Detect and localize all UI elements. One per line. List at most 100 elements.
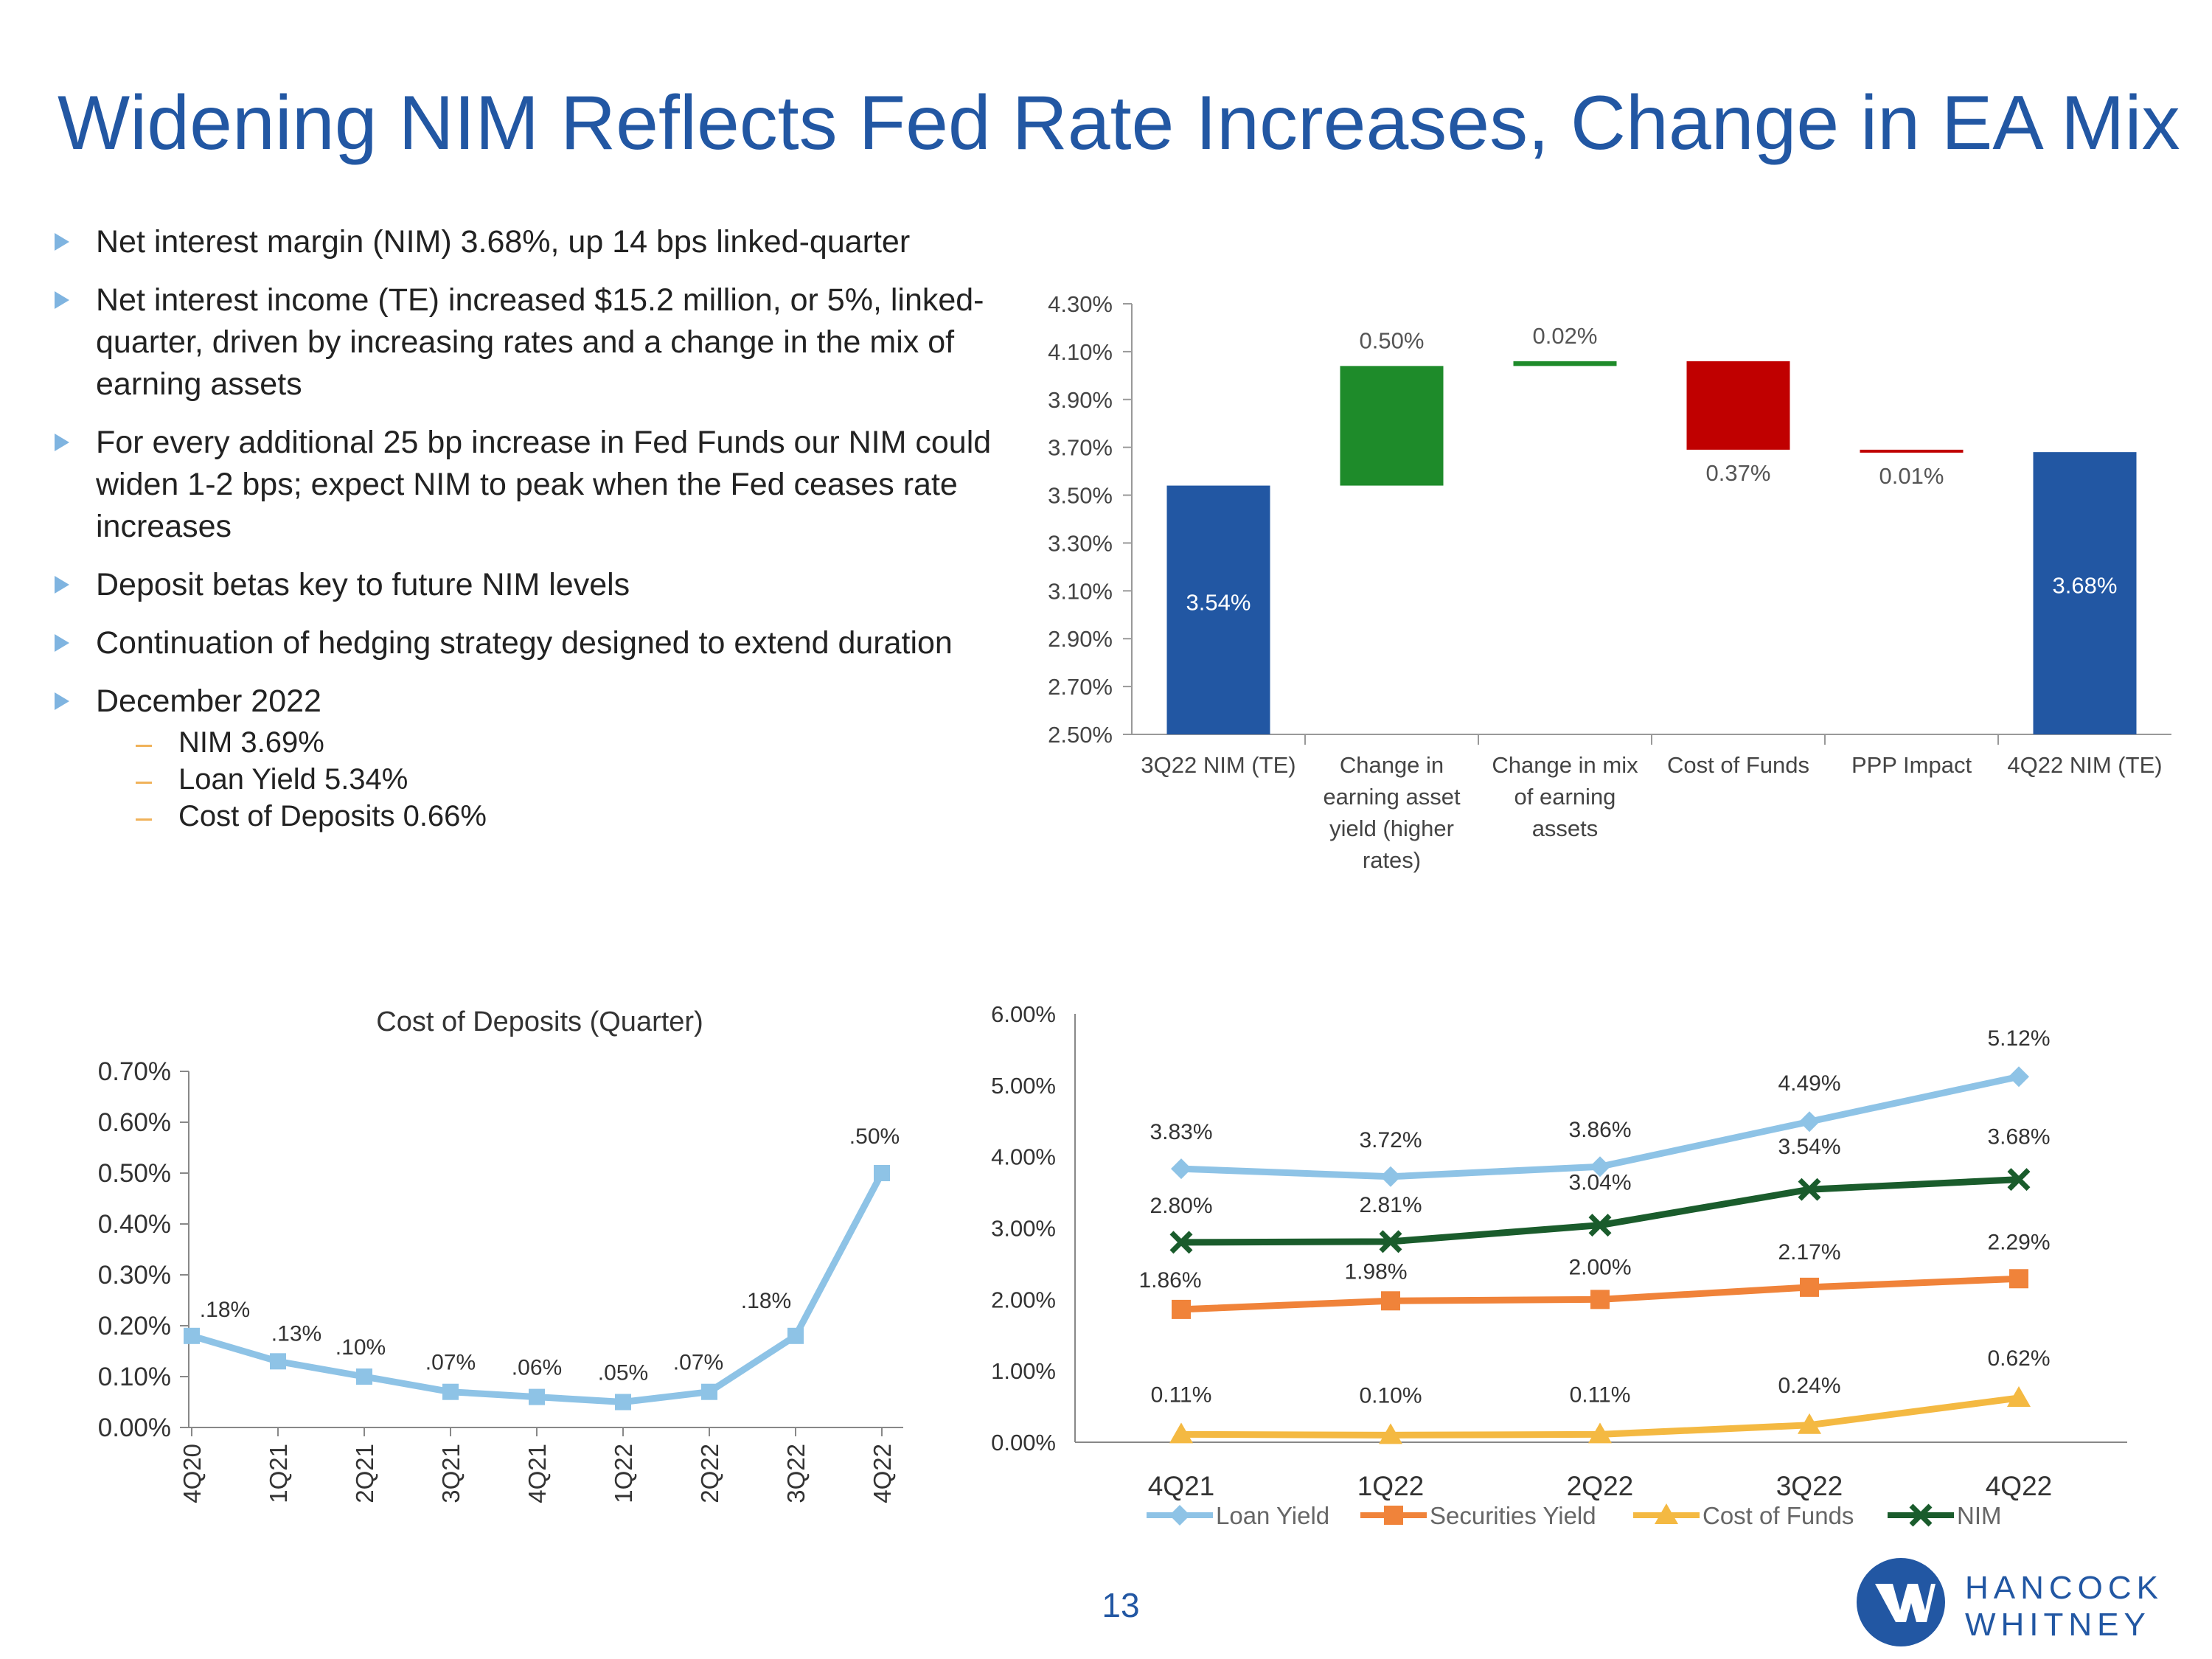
x-category-label: 2Q22 (696, 1444, 723, 1503)
series-data-label: 2.29% (1987, 1230, 2050, 1254)
series-data-label: 1.86% (1138, 1268, 1201, 1293)
legend-label: Loan Yield (1216, 1502, 1329, 1529)
y-tick-label: 2.50% (1048, 722, 1113, 748)
series-data-label: 0.24% (1778, 1374, 1840, 1398)
series-data-label: 0.62% (1987, 1346, 2050, 1371)
series-data-label: 0.11% (1151, 1382, 1212, 1407)
x-category-label: Cost of Funds (1667, 752, 1809, 778)
deposit-data-label: .50% (849, 1124, 900, 1149)
x-category-label: Change in (1340, 752, 1444, 778)
y-tick-label: 3.30% (1048, 530, 1113, 556)
dash-icon (136, 818, 152, 821)
bullet-text: Net interest income (TE) increased $15.2… (96, 282, 984, 402)
series-data-label: 2.17% (1778, 1240, 1840, 1265)
sub-bullet-text: Loan Yield 5.34% (178, 763, 408, 796)
x-category-label: 4Q21 (1148, 1471, 1215, 1501)
deposit-data-label: .18% (200, 1298, 250, 1322)
x-category-label: 4Q22 NIM (TE) (2007, 752, 2162, 778)
x-category-label: PPP Impact (1851, 752, 1972, 778)
series-marker (1169, 1422, 1193, 1444)
y-tick-label: 0.00% (991, 1430, 1056, 1455)
series-marker (2007, 1385, 2031, 1407)
page-number: 13 (1102, 1586, 1140, 1624)
series-marker (1800, 1277, 1819, 1297)
x-category-label: 3Q21 (437, 1444, 465, 1503)
bullet-arrow-icon (55, 233, 69, 251)
x-category-label: 1Q22 (610, 1444, 637, 1503)
x-category-label: earning asset (1323, 784, 1461, 810)
waterfall-data-label: 3.68% (2053, 573, 2118, 599)
y-tick-label: 2.90% (1048, 626, 1113, 652)
waterfall-data-label: 0.37% (1706, 460, 1771, 486)
y-tick-label: 2.70% (1048, 674, 1113, 700)
series-marker (1590, 1290, 1610, 1310)
y-tick-label: 0.60% (98, 1108, 171, 1137)
waterfall-bar (1166, 485, 1270, 734)
series-data-label: 3.54% (1778, 1135, 1840, 1159)
logo-circle-icon (1857, 1558, 1945, 1646)
series-marker (1798, 1178, 1821, 1201)
x-category-label: assets (1532, 815, 1599, 841)
sub-bullet-text: NIM 3.69% (178, 726, 324, 759)
series-data-label: 3.04% (1568, 1171, 1631, 1195)
bullet-item: For every additional 25 bp increase in F… (55, 422, 1013, 548)
x-category-label: 3Q22 (782, 1444, 810, 1503)
bullet-text: Deposit betas key to future NIM levels (96, 567, 630, 602)
waterfall-data-label: 0.50% (1360, 327, 1425, 353)
y-tick-label: 5.00% (991, 1073, 1056, 1099)
bullet-item: Continuation of hedging strategy designe… (55, 622, 1013, 664)
bullet-item: Deposit betas key to future NIM levels (55, 564, 1013, 606)
series-marker (1171, 1158, 1192, 1180)
bullet-text: For every additional 25 bp increase in F… (96, 425, 992, 544)
x-category-label: 2Q22 (1567, 1471, 1634, 1501)
x-category-label: yield (higher (1329, 815, 1454, 841)
deposit-cost-marker (701, 1383, 717, 1400)
bullet-text: Net interest margin (NIM) 3.68%, up 14 b… (96, 224, 911, 260)
deposit-cost-marker (874, 1165, 890, 1181)
deposit-cost-marker (529, 1388, 545, 1405)
logo-text-line2: WHITNEY (1965, 1607, 2151, 1643)
chart-title: Cost of Deposits (Quarter) (376, 1006, 703, 1037)
series-marker (2008, 1066, 2029, 1088)
legend-label: Cost of Funds (1703, 1502, 1854, 1529)
series-marker (2007, 1168, 2031, 1192)
bullet-text: December 2022 (96, 684, 321, 719)
sub-bullet-text: Cost of Deposits 0.66% (178, 800, 487, 832)
x-category-label: 4Q21 (524, 1444, 551, 1503)
y-tick-label: 0.50% (98, 1159, 171, 1188)
bullet-arrow-icon (55, 692, 69, 710)
series-marker (1379, 1230, 1402, 1253)
y-tick-label: 3.70% (1048, 435, 1113, 461)
waterfall-data-label: 3.54% (1186, 589, 1251, 615)
series-data-label: 0.10% (1359, 1383, 1422, 1408)
waterfall-bar (1686, 361, 1790, 450)
legend-marker (1909, 1503, 1933, 1527)
y-tick-label: 2.00% (991, 1287, 1056, 1312)
bullet-text: Continuation of hedging strategy designe… (96, 625, 953, 661)
legend-marker (1655, 1503, 1678, 1524)
x-category-label: 1Q22 (1357, 1471, 1425, 1501)
deposit-cost-marker (442, 1383, 459, 1400)
x-category-label: 4Q22 (869, 1444, 896, 1503)
y-tick-label: 0.40% (98, 1210, 171, 1239)
deposit-data-label: .18% (741, 1289, 791, 1313)
y-tick-label: 6.00% (991, 1001, 1056, 1027)
bullet-item: December 2022 (55, 681, 1013, 723)
y-tick-label: 4.30% (1048, 291, 1113, 317)
series-data-label: 2.81% (1359, 1193, 1422, 1217)
deposit-data-label: .07% (673, 1351, 723, 1375)
x-category-label: 4Q20 (178, 1444, 206, 1503)
x-category-label: 2Q21 (351, 1444, 378, 1503)
legend-label: Securities Yield (1430, 1502, 1596, 1529)
x-category-label: Change in mix (1492, 752, 1638, 778)
bullet-item: Net interest margin (NIM) 3.68%, up 14 b… (55, 221, 1013, 263)
y-tick-label: 0.10% (98, 1363, 171, 1391)
dash-icon (136, 745, 152, 747)
series-marker (1588, 1214, 1612, 1237)
waterfall-bar (1513, 361, 1617, 366)
waterfall-data-label: 0.01% (1879, 463, 1944, 489)
y-tick-label: 3.10% (1048, 578, 1113, 604)
x-category-label: 1Q21 (265, 1444, 292, 1503)
